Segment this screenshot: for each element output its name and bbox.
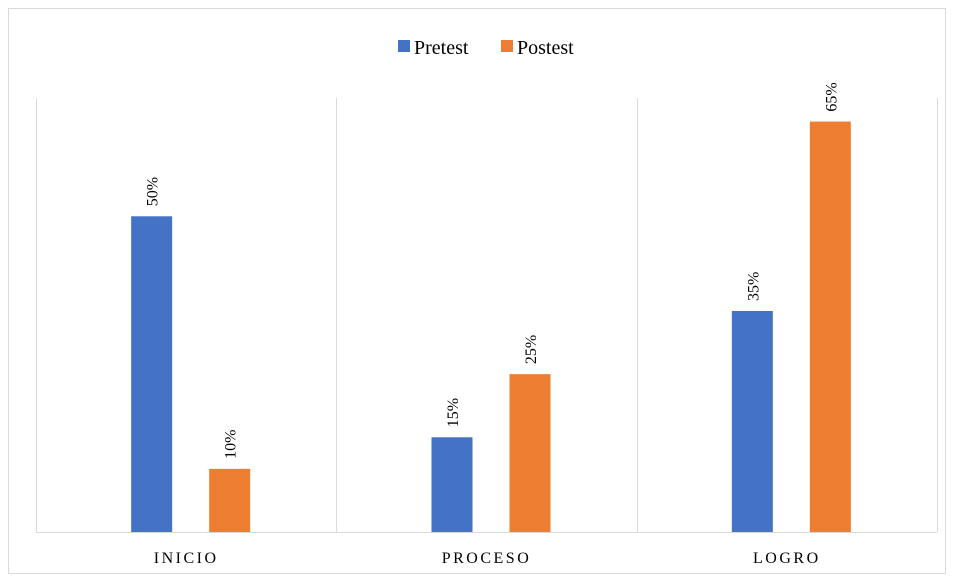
category-label-logro: LOGRO: [753, 550, 821, 567]
bar-postest-inicio: [209, 468, 251, 532]
value-label-pretest-inicio: 50%: [145, 177, 162, 206]
category-label-proceso: PROCESO: [442, 550, 532, 567]
legend-label-postest: Postest: [517, 37, 574, 59]
legend-swatch-pretest: [398, 40, 410, 52]
bar-pretest-logro: [731, 311, 773, 532]
bars: [131, 121, 851, 533]
category-label-inicio: INICIO: [154, 550, 219, 567]
bar-pretest-proceso: [431, 437, 473, 532]
legend-swatch-postest: [501, 40, 513, 52]
category-labels: INICIO PROCESO LOGRO: [154, 550, 821, 567]
value-label-pretest-logro: 35%: [745, 272, 762, 301]
value-label-postest-inicio: 10%: [223, 430, 240, 459]
legend-label-pretest: Pretest: [414, 37, 469, 59]
value-label-pretest-proceso: 15%: [445, 398, 462, 427]
category-gridlines: [36, 98, 938, 532]
value-label-postest-logro: 65%: [823, 82, 840, 111]
value-labels: 50% 10% 15% 25% 35% 65%: [145, 82, 841, 459]
value-label-postest-proceso: 25%: [523, 335, 540, 364]
bar-postest-logro: [809, 121, 851, 533]
bar-postest-proceso: [509, 374, 551, 532]
bar-pretest-inicio: [131, 216, 173, 533]
legend: Pretest Postest: [398, 37, 574, 59]
